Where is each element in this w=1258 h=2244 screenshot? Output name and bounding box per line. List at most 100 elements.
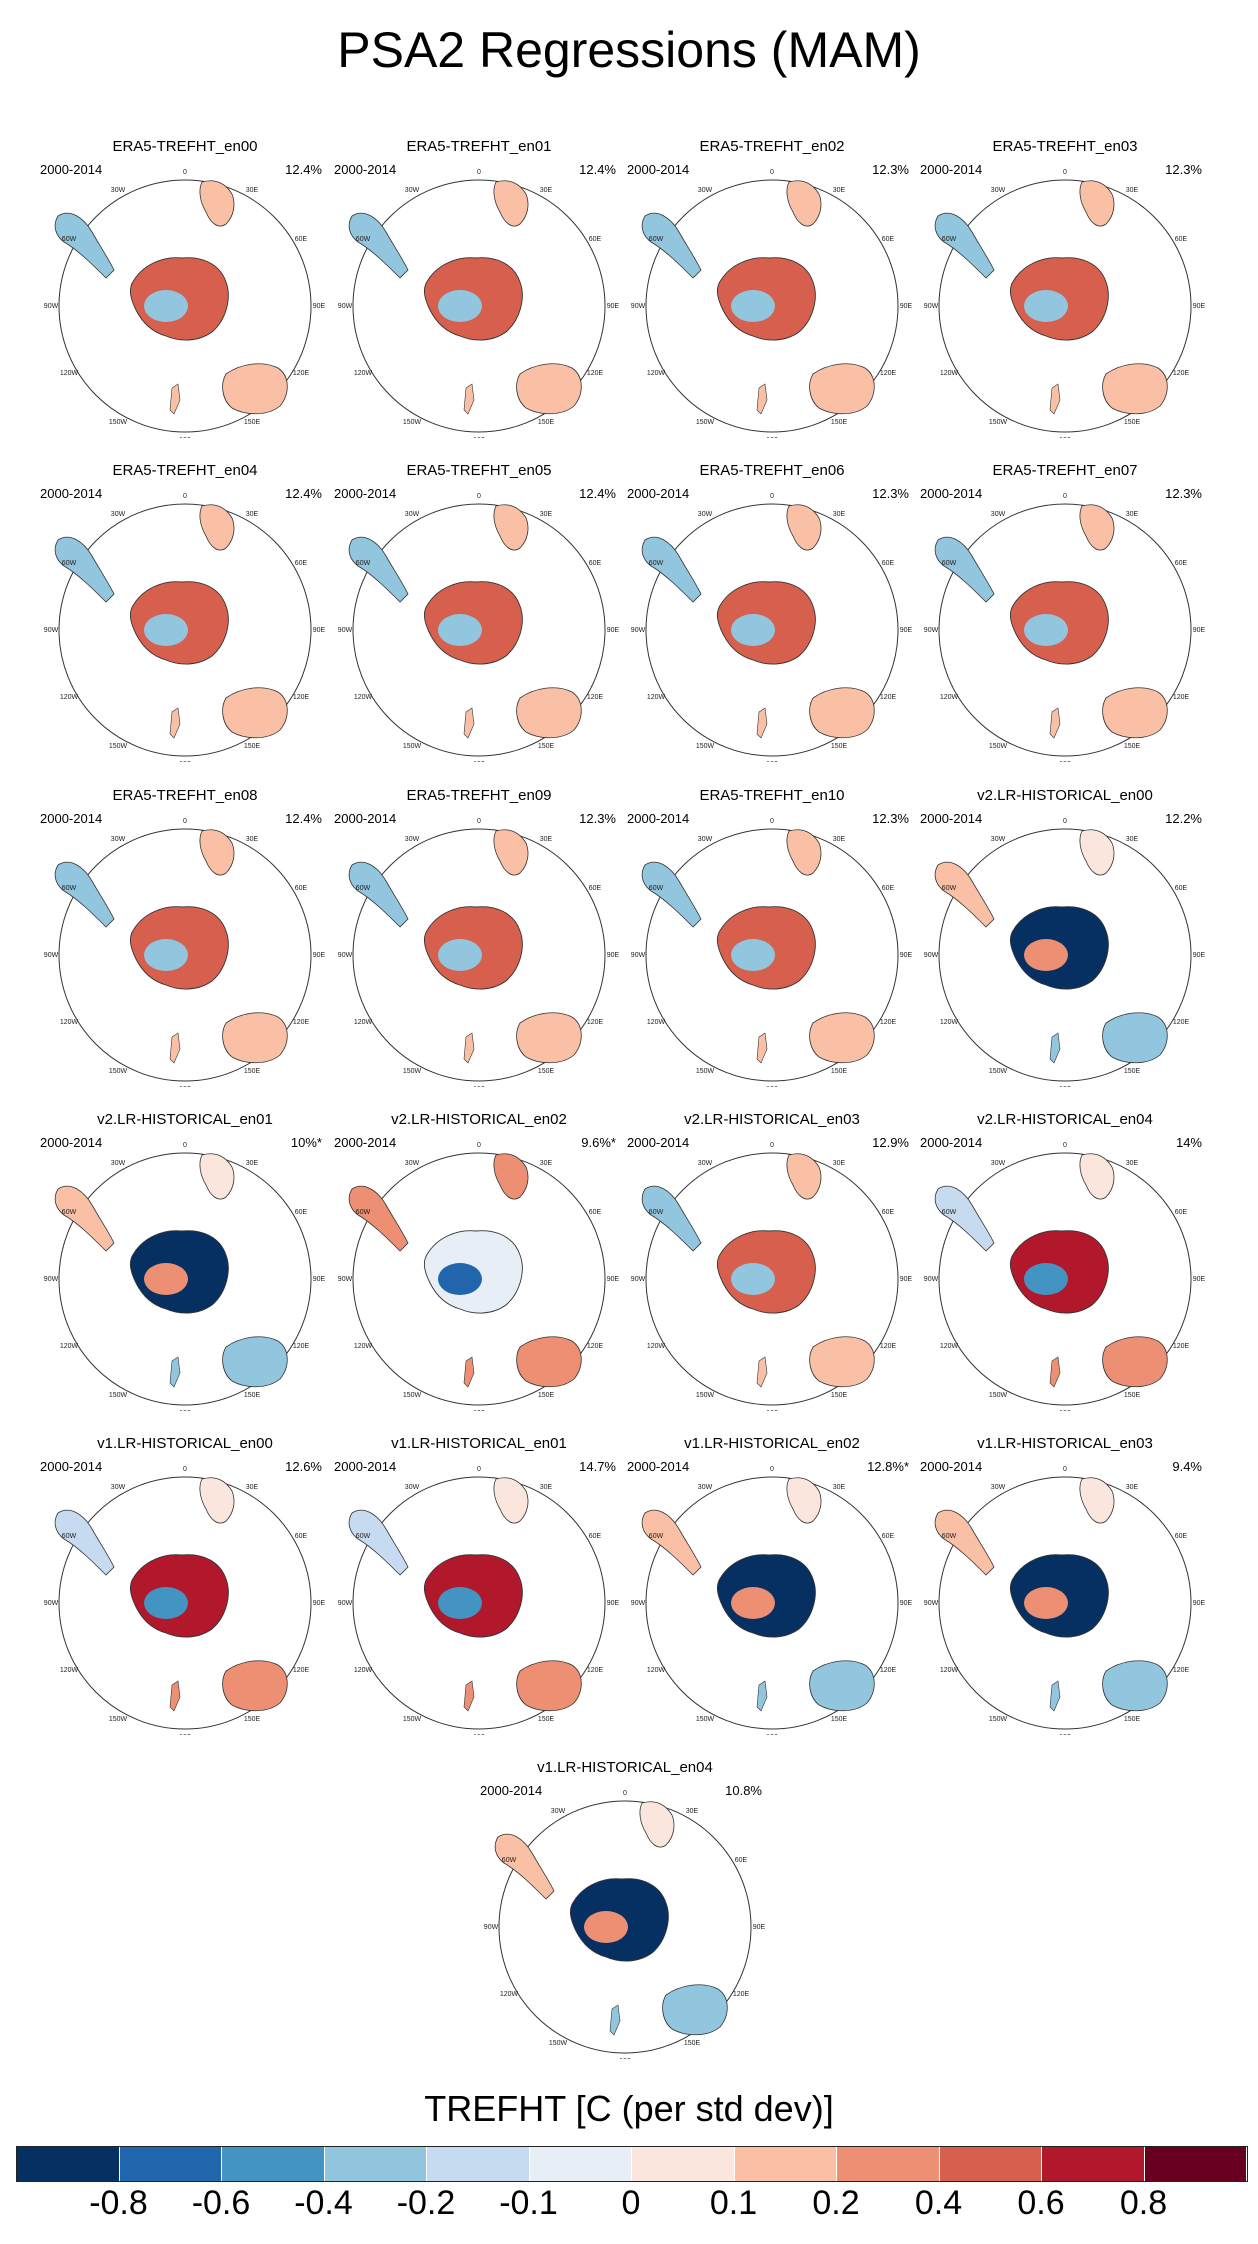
longitude-label: 90E	[607, 627, 620, 634]
new-zealand-landmass	[463, 1356, 475, 1388]
africa-landmass	[1079, 1477, 1115, 1524]
longitude-label: 30E	[246, 836, 259, 843]
new-zealand-landmass	[169, 1032, 181, 1064]
figure-title: PSA2 Regressions (MAM)	[337, 22, 921, 78]
longitude-label: 120E	[1173, 1019, 1190, 1026]
south-america-landmass	[934, 212, 995, 279]
longitude-label: 180	[766, 437, 778, 438]
antarctica-anomaly	[144, 1587, 188, 1619]
longitude-label: 30E	[540, 511, 553, 518]
longitude-label: 90E	[607, 303, 620, 310]
longitude-label: 150E	[538, 419, 555, 426]
colorbar-segment	[837, 2147, 940, 2181]
longitude-label: 150W	[403, 419, 422, 426]
longitude-label: 30W	[698, 1160, 713, 1167]
longitude-label: 0	[770, 169, 774, 176]
polar-map: 0 30E 60E 90E 120E 150E 180 150W 120W 90W 60W 30W	[631, 1142, 913, 1411]
panel-variance-pct: 12.4%	[285, 811, 322, 826]
map-panel: 0 30E 60E 90E 120E 150E 180 150W 120W 90W 60W 30W v2…	[334, 1111, 624, 1411]
panel-period: 2000-2014	[40, 1135, 103, 1150]
longitude-label: 150E	[1124, 1716, 1141, 1723]
longitude-label: 180	[766, 761, 778, 762]
longitude-label: 180	[766, 1734, 778, 1735]
new-zealand-landmass	[1049, 383, 1061, 415]
south-america-landmass	[54, 1185, 115, 1252]
longitude-label: 150W	[109, 419, 128, 426]
longitude-label: 150W	[696, 1716, 715, 1723]
longitude-label: 150W	[109, 1068, 128, 1075]
colorbar-segment	[427, 2147, 530, 2181]
longitude-label: 150E	[1124, 1068, 1141, 1075]
longitude-label: 150W	[549, 2040, 568, 2047]
polar-map: 0 30E 60E 90E 120E 150E 180 150W 120W 90W 60W 30W	[44, 1142, 326, 1411]
longitude-label: 90W	[338, 1600, 353, 1607]
longitude-label: 120E	[293, 1019, 310, 1026]
longitude-label: 30W	[111, 187, 126, 194]
panel-title: v2.LR-HISTORICAL_en01	[97, 1111, 273, 1128]
map-panel: 0 30E 60E 90E 120E 150E 180 150W 120W 90W 60W 30W v1…	[334, 1435, 624, 1735]
south-america-landmass	[54, 536, 115, 603]
longitude-label: 30W	[698, 836, 713, 843]
longitude-label: 0	[477, 169, 481, 176]
south-america-landmass	[54, 1509, 115, 1576]
polar-map: 0 30E 60E 90E 120E 150E 180 150W 120W 90W 60W 30W	[631, 1466, 913, 1735]
longitude-label: 120E	[1173, 1343, 1190, 1350]
longitude-label: 120E	[587, 1019, 604, 1026]
panel-variance-pct: 12.3%	[1165, 162, 1202, 177]
new-zealand-landmass	[756, 1356, 768, 1388]
antarctica-anomaly	[438, 290, 482, 322]
map-panel: 0 30E 60E 90E 120E 150E 180 150W 120W 90W 60W 30W v2…	[627, 1111, 917, 1411]
africa-landmass	[199, 829, 235, 876]
longitude-label: 60W	[62, 1533, 77, 1540]
colorbar-tick-label: -0.6	[191, 2184, 251, 2222]
australia-landmass	[222, 1012, 288, 1064]
polar-map: 0 30E 60E 90E 120E 150E 180 150W 120W 90W 60W 30W	[44, 818, 326, 1087]
longitude-label: 150W	[109, 743, 128, 750]
longitude-label: 150E	[831, 743, 848, 750]
longitude-label: 90E	[900, 1276, 913, 1283]
panel-variance-pct: 9.6%*	[581, 1135, 616, 1150]
polar-map: 0 30E 60E 90E 120E 150E 180 150W 120W 90W 60W 30W	[924, 169, 1206, 438]
longitude-label: 150E	[831, 1392, 848, 1399]
longitude-label: 30W	[991, 187, 1006, 194]
longitude-label: 90W	[924, 1276, 939, 1283]
colorbar-title: TREFHT [C (per std dev)]	[424, 2088, 834, 2129]
panel-variance-pct: 9.4%	[1172, 1459, 1202, 1474]
longitude-label: 0	[183, 493, 187, 500]
polar-map: 0 30E 60E 90E 120E 150E 180 150W 120W 90W 60W 30W	[924, 818, 1206, 1087]
map-panel: 0 30E 60E 90E 120E 150E 180 150W 120W 90W 60W 30W ER…	[40, 787, 330, 1087]
panel-title: v1.LR-HISTORICAL_en04	[537, 1759, 713, 1776]
longitude-label: 30W	[991, 1484, 1006, 1491]
longitude-label: 120E	[587, 370, 604, 377]
longitude-label: 180	[1059, 437, 1071, 438]
longitude-label: 120W	[354, 1343, 373, 1350]
panel-variance-pct: 12.9%	[872, 1135, 909, 1150]
longitude-label: 120W	[940, 1343, 959, 1350]
polar-map: 0 30E 60E 90E 120E 150E 180 150W 120W 90W 60W 30W	[338, 493, 620, 762]
panel-period: 2000-2014	[40, 486, 103, 501]
longitude-label: 120E	[293, 1667, 310, 1674]
longitude-label: 150W	[696, 743, 715, 750]
south-america-landmass	[348, 861, 409, 928]
antarctica-anomaly	[1024, 614, 1068, 646]
longitude-label: 0	[183, 1466, 187, 1473]
polar-map: 0 30E 60E 90E 120E 150E 180 150W 120W 90W 60W 30W	[44, 493, 326, 762]
colorbar-segment	[529, 2147, 632, 2181]
longitude-label: 150E	[1124, 743, 1141, 750]
colorbar-segment	[324, 2147, 427, 2181]
longitude-label: 120W	[60, 370, 79, 377]
australia-landmass	[222, 1660, 288, 1712]
new-zealand-landmass	[1049, 1356, 1061, 1388]
panel-variance-pct: 14%	[1175, 1135, 1202, 1150]
longitude-label: 60E	[882, 236, 895, 243]
south-america-landmass	[348, 536, 409, 603]
map-panel: 0 30E 60E 90E 120E 150E 180 150W 120W 90W 60W 30W ER…	[920, 462, 1210, 762]
polar-map: 0 30E 60E 90E 120E 150E 180 150W 120W 90W 60W 30W	[924, 1142, 1206, 1411]
australia-landmass	[222, 1336, 288, 1388]
longitude-label: 60W	[942, 1209, 957, 1216]
longitude-label: 30E	[246, 1160, 259, 1167]
longitude-label: 90E	[1193, 627, 1206, 634]
map-panel: 0 30E 60E 90E 120E 150E 180 150W 120W 90W 60W 30W ER…	[334, 787, 624, 1087]
longitude-label: 0	[477, 493, 481, 500]
longitude-label: 120W	[647, 694, 666, 701]
